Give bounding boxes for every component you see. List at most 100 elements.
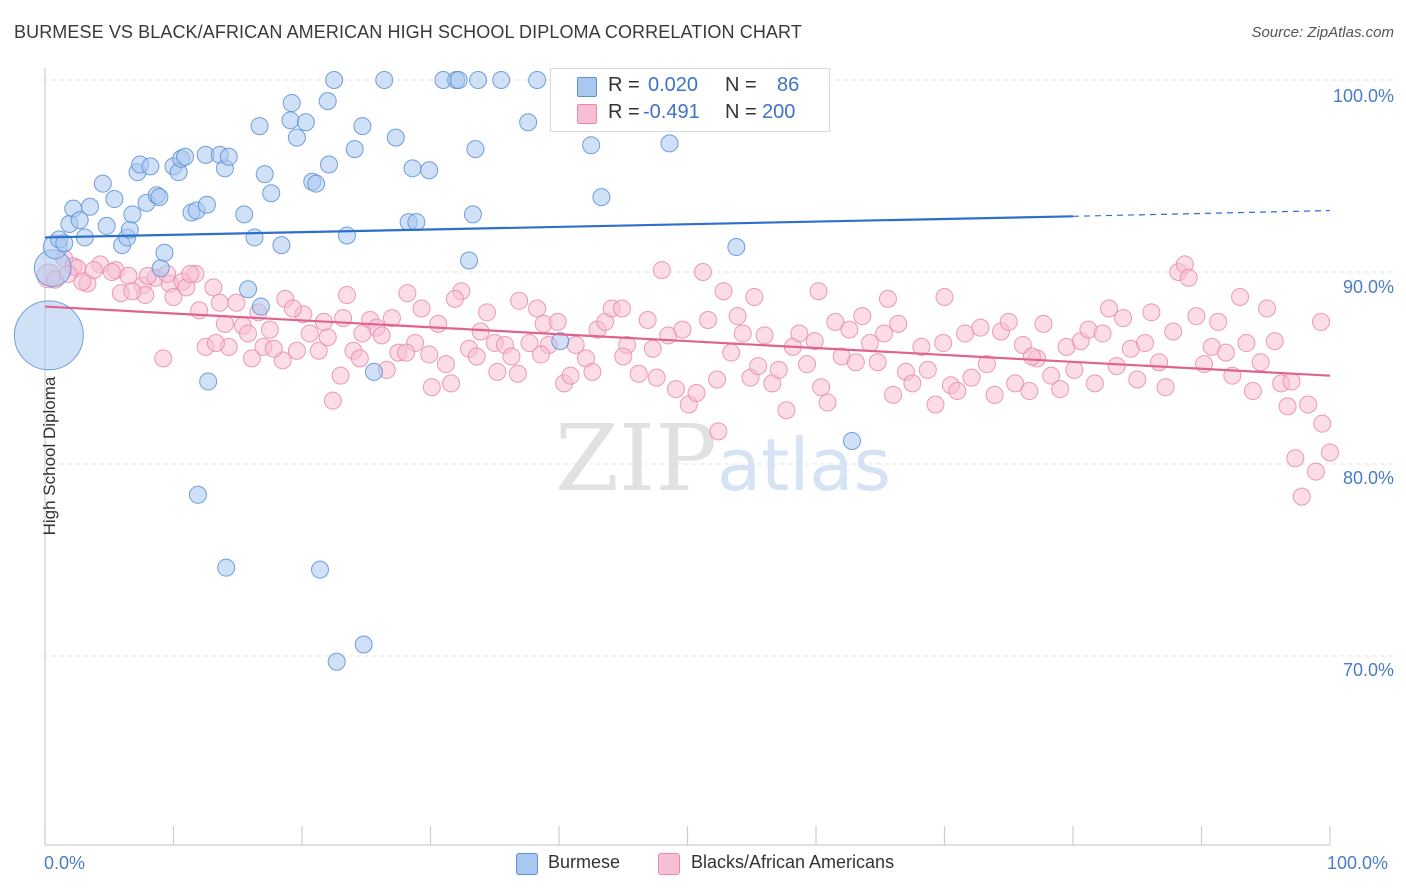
watermark-zip: ZIP: [555, 405, 717, 512]
burmese-point: [13, 300, 84, 371]
burmese-point: [354, 635, 373, 654]
source-label: Source: ZipAtlas.com: [1251, 24, 1394, 41]
burmese-point: [660, 134, 679, 153]
y-tick-label: 70.0%: [1342, 660, 1394, 680]
black-point: [878, 289, 897, 308]
burmese-point: [55, 234, 74, 253]
black-point: [353, 324, 372, 343]
black-point: [190, 301, 209, 320]
r-value: -0.491: [643, 101, 700, 123]
r-value: 0.020: [648, 74, 699, 96]
black-point: [769, 360, 788, 379]
black-point: [612, 299, 631, 318]
black-point: [215, 314, 234, 333]
black-point: [442, 374, 461, 393]
burmese-point: [582, 136, 601, 155]
black-point: [331, 366, 350, 385]
black-point: [1313, 414, 1332, 433]
black-point: [1164, 322, 1183, 341]
black-point: [875, 324, 894, 343]
black-point: [693, 263, 712, 281]
burmese-point: [70, 211, 89, 230]
burmese-point: [199, 372, 218, 391]
burmese-point: [327, 652, 346, 671]
black-point: [826, 312, 845, 331]
black-point: [1258, 299, 1277, 318]
burmese-point: [80, 197, 99, 216]
burmese-point: [105, 190, 124, 209]
black-point: [912, 337, 931, 356]
black-point: [467, 347, 486, 366]
black-point: [840, 320, 859, 339]
burmese-point: [272, 236, 291, 255]
burmese-point: [235, 205, 254, 224]
black-point: [1216, 343, 1235, 362]
n-value: 86: [777, 74, 800, 96]
black-point: [889, 314, 908, 333]
r-label: R =: [608, 74, 640, 96]
burmese-trend-line: [44, 215, 1074, 239]
burmese-point: [188, 485, 207, 504]
burmese-point: [318, 92, 337, 111]
black-point: [935, 287, 954, 306]
burmese-point: [319, 155, 338, 174]
black-trend-line: [44, 305, 1331, 377]
burmese-swatch: [577, 77, 597, 97]
burmese-point: [364, 362, 383, 381]
black-point: [1085, 374, 1104, 393]
burmese-point: [403, 159, 422, 178]
black-point: [206, 334, 225, 353]
burmese-point: [287, 128, 306, 147]
black-point: [629, 364, 648, 383]
black-point: [318, 328, 337, 347]
black-point: [242, 349, 261, 368]
burmese-point: [155, 243, 174, 262]
burmese-point: [239, 280, 258, 299]
black-point: [1034, 314, 1053, 333]
black-point: [1292, 487, 1311, 506]
chart-title: BURMESE VS BLACK/AFRICAN AMERICAN HIGH S…: [14, 22, 802, 42]
black-point: [1299, 395, 1318, 414]
black-point: [488, 362, 507, 381]
black-point: [210, 293, 229, 312]
black-point: [1135, 334, 1154, 353]
black-point: [1114, 309, 1133, 328]
black-point: [1312, 312, 1331, 331]
black-point: [1237, 334, 1256, 353]
black-point: [805, 332, 824, 351]
black-point: [372, 326, 391, 345]
black-point: [1265, 332, 1284, 351]
burmese-point: [420, 161, 439, 180]
stats-row-burmese: R = 0.020 N = 86: [551, 74, 829, 100]
black-point: [868, 353, 887, 372]
black-point: [755, 326, 774, 345]
black-point: [287, 341, 306, 360]
burmese-point: [337, 226, 356, 245]
black-point: [614, 347, 633, 366]
black-point: [520, 334, 539, 353]
y-tick-label: 100.0%: [1332, 86, 1394, 106]
black-point: [1179, 268, 1198, 287]
stats-row-black: R = -0.491 N = 200: [551, 101, 829, 127]
black-point: [1150, 353, 1169, 372]
burmese-point: [551, 332, 570, 351]
watermark-atlas: atlas: [717, 423, 891, 507]
black-point: [181, 264, 200, 283]
burmese-point: [466, 140, 485, 159]
watermark: ZIP atlas: [555, 405, 891, 512]
black-point: [638, 311, 657, 329]
black-point: [1006, 374, 1025, 393]
black-point: [749, 357, 768, 376]
y-tick-label: 80.0%: [1342, 468, 1394, 488]
black-point: [528, 299, 547, 318]
black-point: [436, 355, 455, 374]
black-point: [708, 370, 727, 389]
black-point: [1022, 347, 1041, 366]
black-point: [934, 334, 953, 353]
axes: [44, 68, 1331, 846]
black-point: [1093, 324, 1112, 343]
black-point: [350, 349, 369, 368]
black-point: [284, 299, 303, 318]
burmese-point: [842, 431, 861, 450]
black-point: [420, 345, 439, 364]
